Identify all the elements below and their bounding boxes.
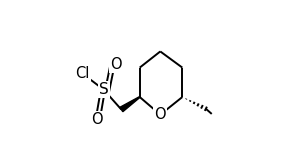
Polygon shape [120, 97, 140, 112]
Text: O: O [91, 112, 103, 127]
Text: Cl: Cl [75, 66, 90, 81]
Text: S: S [99, 82, 109, 97]
Text: O: O [154, 107, 166, 122]
Text: O: O [110, 57, 121, 72]
